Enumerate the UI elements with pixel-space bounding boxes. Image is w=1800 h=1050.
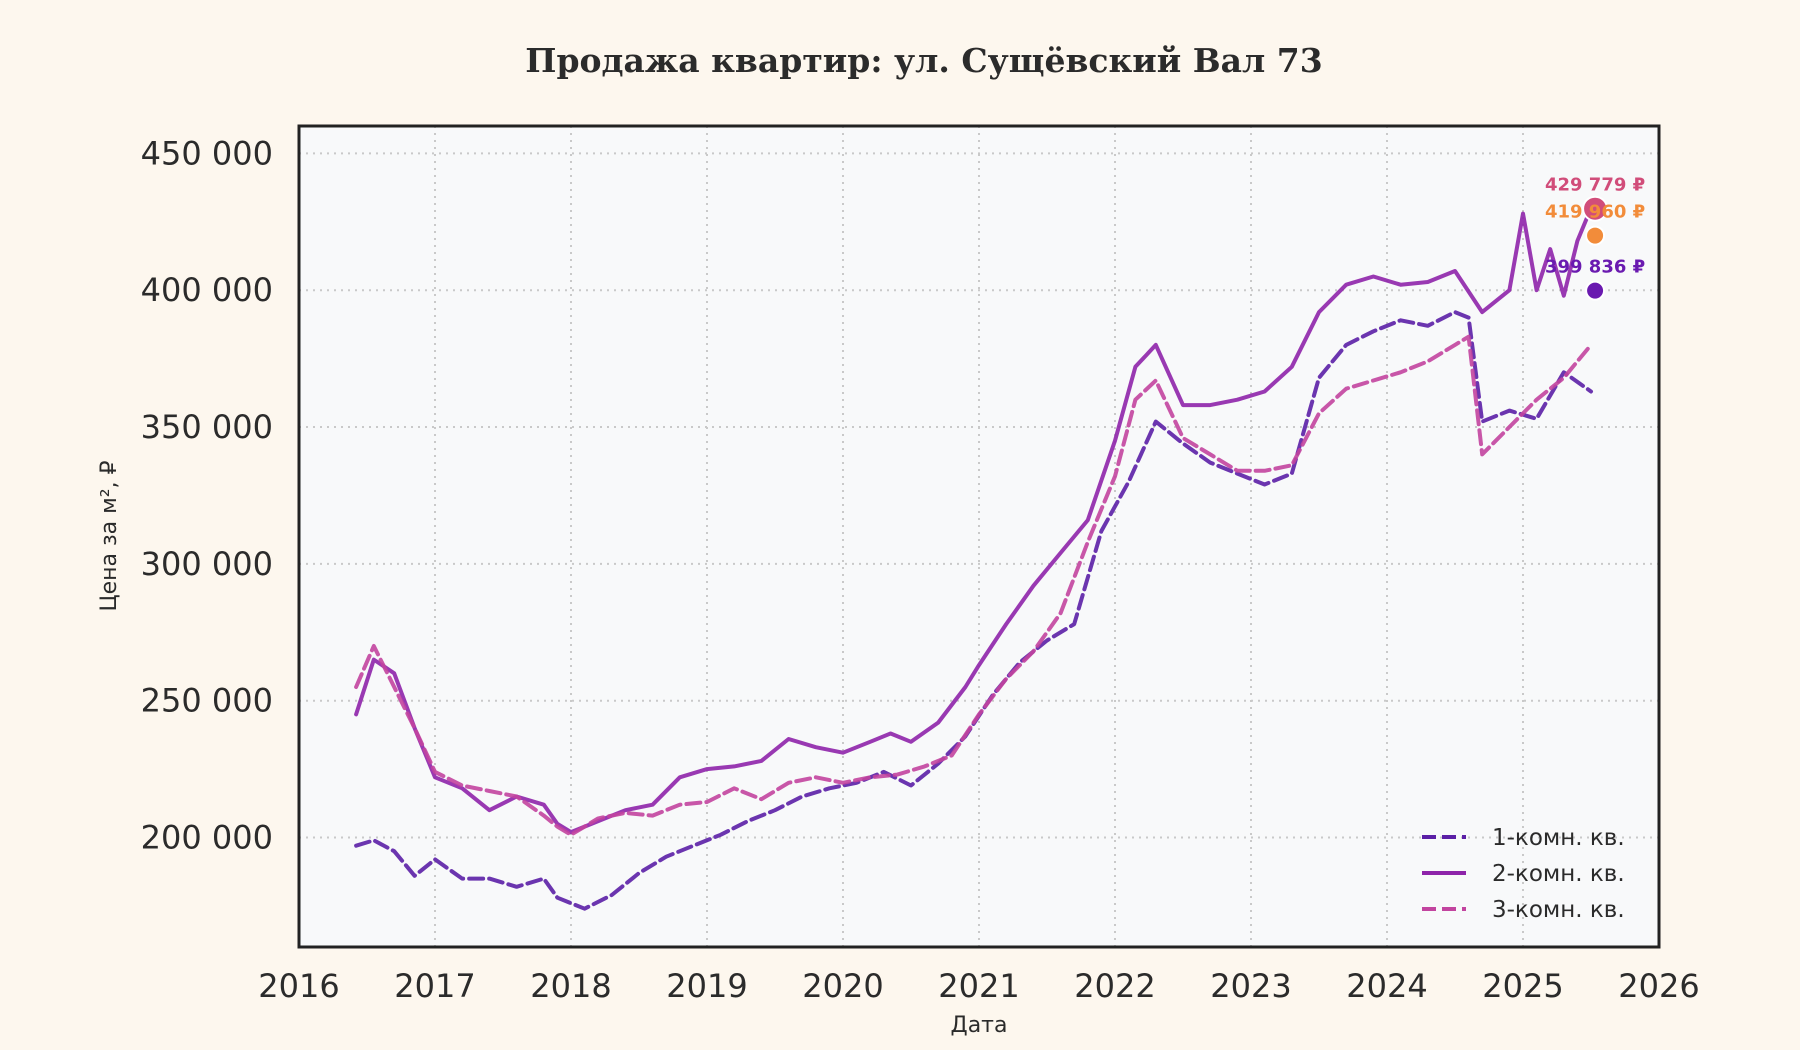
end-point-marker — [1585, 225, 1606, 246]
end-point-label: 419 960 ₽ — [1545, 202, 1645, 223]
y-tick-label: 350 000 — [141, 408, 273, 446]
end-point-label: 399 836 ₽ — [1545, 257, 1645, 278]
series-line-3 — [354, 334, 1593, 837]
x-tick-label: 2025 — [1482, 967, 1563, 1005]
x-tick-label: 2026 — [1618, 967, 1699, 1005]
end-point-marker — [1582, 195, 1609, 222]
legend-label: 1-комн. кв. — [1492, 825, 1625, 851]
y-tick-label: 400 000 — [141, 271, 273, 309]
x-tick-label: 2022 — [1074, 967, 1155, 1005]
plot-frame — [297, 124, 1661, 949]
y-tick-label: 300 000 — [141, 545, 273, 583]
y-tick-label: 200 000 — [141, 819, 273, 857]
series-line-1 — [354, 310, 1593, 911]
y-axis-label: Цена за м², ₽ — [97, 460, 122, 611]
x-tick-label: 2016 — [258, 967, 339, 1005]
series-layer — [354, 206, 1593, 911]
y-axis-ticks: 200 000 250 000 300 000 350 000 400 000 450 0… — [141, 134, 273, 856]
x-tick-label: 2021 — [938, 967, 1019, 1005]
end-points: 429 779 ₽ 419 960 ₽ 399 836 ₽ — [1545, 175, 1645, 301]
y-tick-label: 250 000 — [141, 682, 273, 720]
plot-area — [299, 126, 1659, 947]
chart-title: Продажа квартир: ул. Сущёвский Вал 73 — [525, 41, 1322, 80]
legend-label: 2-комн. кв. — [1492, 861, 1625, 887]
x-tick-label: 2017 — [394, 967, 475, 1005]
legend: 1-комн. кв. 2-комн. кв. 3-комн. кв. — [1422, 825, 1625, 923]
x-tick-label: 2023 — [1210, 967, 1291, 1005]
x-tick-label: 2024 — [1346, 967, 1427, 1005]
end-point-label: 429 779 ₽ — [1545, 175, 1645, 196]
y-tick-label: 450 000 — [141, 134, 273, 172]
grid — [299, 126, 1659, 947]
x-tick-label: 2020 — [802, 967, 883, 1005]
legend-label: 3-комн. кв. — [1492, 897, 1625, 923]
x-axis-ticks: 2016 2017 2018 2019 2020 2021 2022 2023 2024 2025… — [258, 967, 1699, 1005]
x-tick-label: 2019 — [666, 967, 747, 1005]
x-axis-label: Дата — [951, 1013, 1008, 1038]
end-point-marker — [1585, 280, 1606, 301]
series-line-2 — [354, 206, 1593, 835]
x-tick-label: 2018 — [530, 967, 611, 1005]
